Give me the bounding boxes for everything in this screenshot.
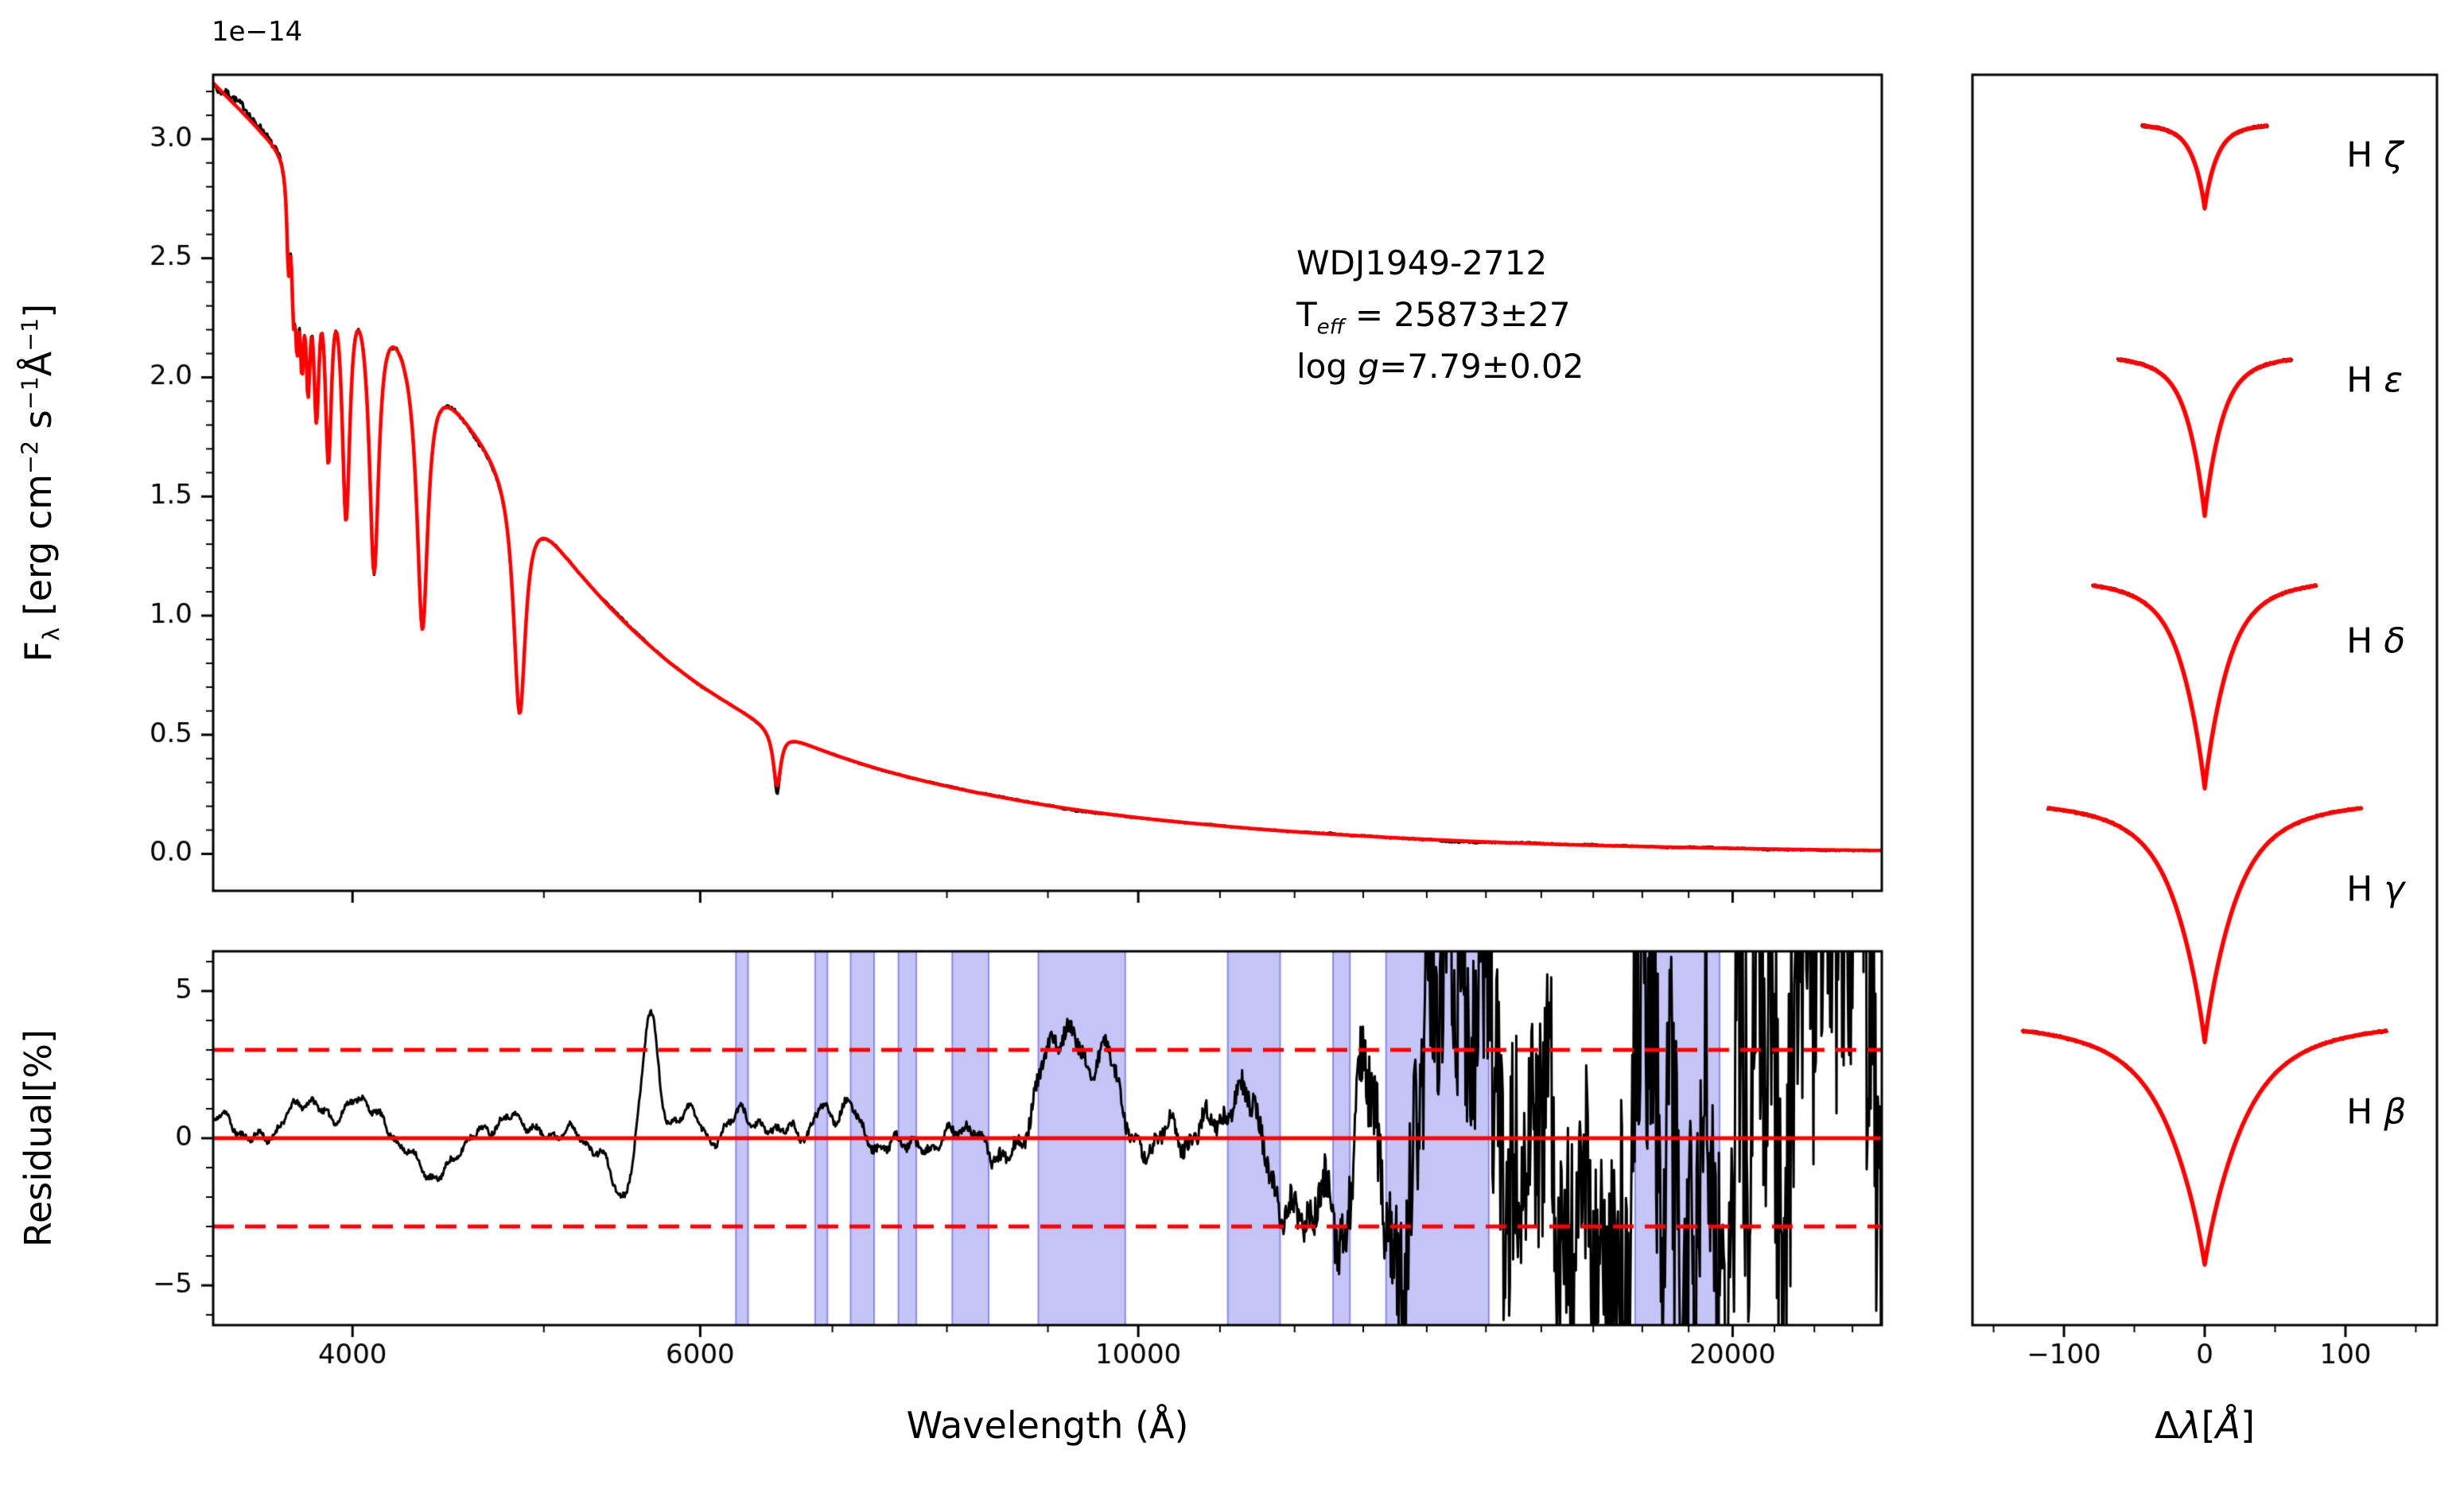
wavelength-axis-label: Wavelength (Å) (906, 1404, 1189, 1447)
balmer-line-label-1: H ε (2346, 360, 2403, 401)
fit-parameters-annotation: WDJ1949-2712 Teff = 25873±27 log g=7.79±… (1296, 237, 1584, 392)
star-id: WDJ1949-2712 (1296, 243, 1548, 282)
balmer-line-label-0: H ζ (2346, 134, 2404, 176)
teff-value: Teff = 25873±27 (1296, 295, 1571, 340)
flux-axis-label: Fλ [erg cm−2 s−1Å−1] (17, 303, 65, 663)
delta-lambda-axis-label: Δλ[Å] (2154, 1404, 2256, 1447)
balmer-line-label-3: H γ (2346, 869, 2405, 910)
residual-axis-label: Residual[%] (17, 1029, 60, 1247)
balmer-line-label-4: H β (2346, 1091, 2407, 1133)
y-axis-offset-label: 1e−14 (212, 16, 303, 48)
balmer-line-label-2: H δ (2346, 620, 2406, 662)
logg-value: log g=7.79±0.02 (1296, 347, 1584, 387)
